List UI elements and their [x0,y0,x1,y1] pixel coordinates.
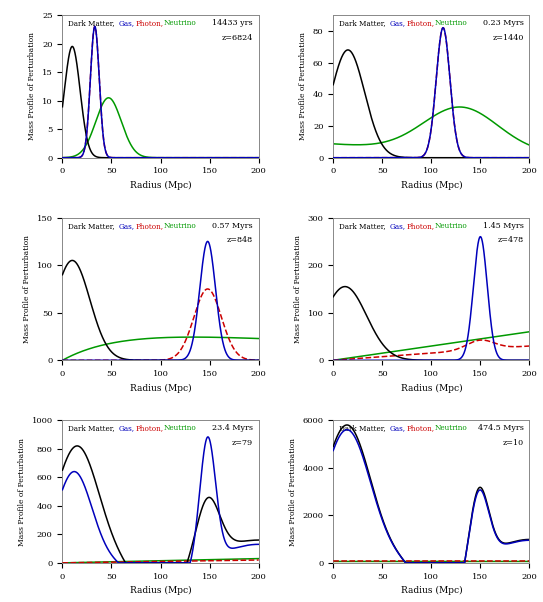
Text: 23.4 Myrs: 23.4 Myrs [212,424,253,432]
Text: Photon,: Photon, [407,222,435,230]
Y-axis label: Mass Profile of Perturbation: Mass Profile of Perturbation [23,235,31,343]
Text: Dark Matter,: Dark Matter, [339,424,386,432]
Text: z=6824: z=6824 [222,34,253,42]
Text: 1.45 Myrs: 1.45 Myrs [483,222,523,230]
Text: z=848: z=848 [226,236,253,244]
Text: Dark Matter,: Dark Matter, [68,424,115,432]
Text: 474.5 Myrs: 474.5 Myrs [478,424,523,432]
Text: Gas,: Gas, [389,222,405,230]
Text: z=1440: z=1440 [492,34,523,42]
Text: z=79: z=79 [232,439,253,447]
Text: Neutrino: Neutrino [163,19,196,27]
Text: z=10: z=10 [502,439,523,447]
Text: z=478: z=478 [497,236,523,244]
Text: Dark Matter,: Dark Matter, [339,19,386,27]
Text: Photon,: Photon, [136,222,164,230]
X-axis label: Radius (Mpc): Radius (Mpc) [401,586,462,595]
X-axis label: Radius (Mpc): Radius (Mpc) [130,383,191,393]
Y-axis label: Mass Profile of Perturbation: Mass Profile of Perturbation [289,438,296,545]
Text: Dark Matter,: Dark Matter, [68,19,115,27]
Text: Gas,: Gas, [389,424,405,432]
Text: Neutrino: Neutrino [163,222,196,230]
X-axis label: Radius (Mpc): Radius (Mpc) [130,181,191,190]
Text: Gas,: Gas, [118,19,134,27]
Y-axis label: Mass Profile of Perturbation: Mass Profile of Perturbation [294,235,302,343]
Text: Dark Matter,: Dark Matter, [339,222,386,230]
Text: Gas,: Gas, [118,424,134,432]
Text: 0.57 Myrs: 0.57 Myrs [212,222,253,230]
Text: Photon,: Photon, [136,424,164,432]
Y-axis label: Mass Profile of Perturbation: Mass Profile of Perturbation [18,438,26,545]
Text: 14433 yrs: 14433 yrs [212,19,253,27]
Text: Gas,: Gas, [389,19,405,27]
Y-axis label: Mass Profile of Perturbation: Mass Profile of Perturbation [28,33,36,140]
Text: Dark Matter,: Dark Matter, [68,222,115,230]
Text: Photon,: Photon, [407,19,435,27]
X-axis label: Radius (Mpc): Radius (Mpc) [130,586,191,595]
X-axis label: Radius (Mpc): Radius (Mpc) [401,383,462,393]
Text: Photon,: Photon, [136,19,164,27]
Text: Gas,: Gas, [118,222,134,230]
Y-axis label: Mass Profile of Perturbation: Mass Profile of Perturbation [299,33,307,140]
Text: Neutrino: Neutrino [163,424,196,432]
Text: Neutrino: Neutrino [434,222,467,230]
Text: 0.23 Myrs: 0.23 Myrs [483,19,523,27]
Text: Photon,: Photon, [407,424,435,432]
Text: Neutrino: Neutrino [434,424,467,432]
Text: Neutrino: Neutrino [434,19,467,27]
X-axis label: Radius (Mpc): Radius (Mpc) [401,181,462,190]
